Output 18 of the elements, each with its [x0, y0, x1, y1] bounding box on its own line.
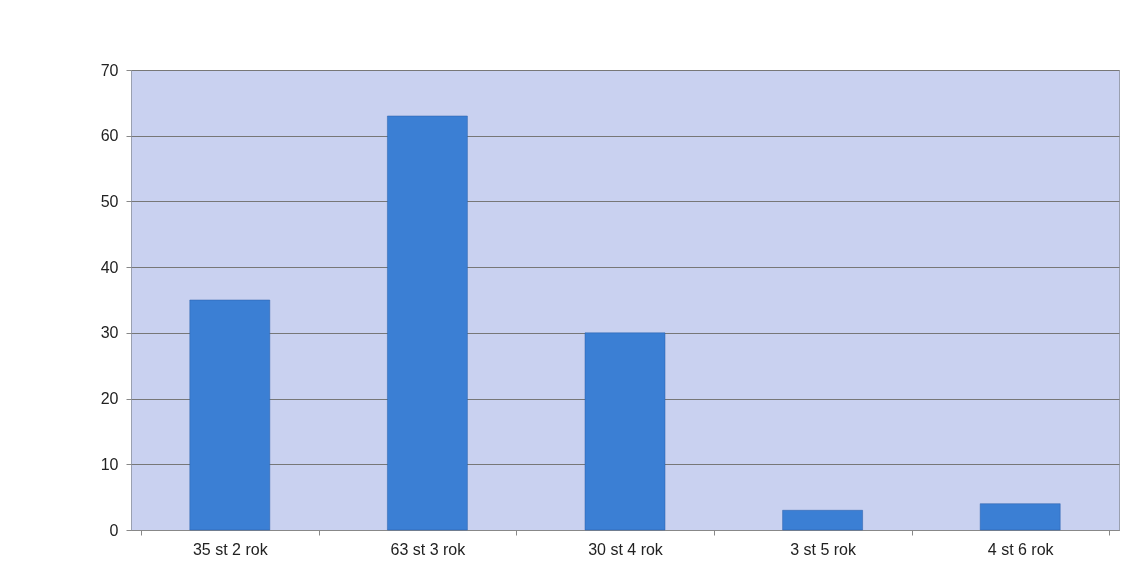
- y-tick-label: 60: [100, 127, 119, 145]
- bar: [387, 115, 468, 531]
- x-tick-label: 30 st 4 rok: [588, 540, 664, 558]
- y-tick-label: 20: [100, 390, 119, 408]
- x-tick-label: 4 st 6 rok: [987, 540, 1055, 558]
- x-tick-label: 3 st 5 rok: [790, 540, 857, 558]
- bar: [189, 299, 271, 531]
- bar: [979, 503, 1061, 531]
- y-tick-label: 70: [100, 61, 119, 79]
- y-tick-label: 0: [109, 521, 119, 539]
- y-tick-label: 30: [100, 324, 119, 342]
- y-tick-label: 10: [100, 455, 119, 473]
- y-tick-label: 50: [100, 192, 119, 210]
- y-tick-label: 40: [100, 258, 119, 276]
- x-tick-label: 63 st 3 rok: [390, 540, 467, 558]
- bar: [782, 510, 863, 531]
- x-tick-label: 35 st 2 rok: [192, 540, 269, 558]
- bar: [584, 332, 666, 531]
